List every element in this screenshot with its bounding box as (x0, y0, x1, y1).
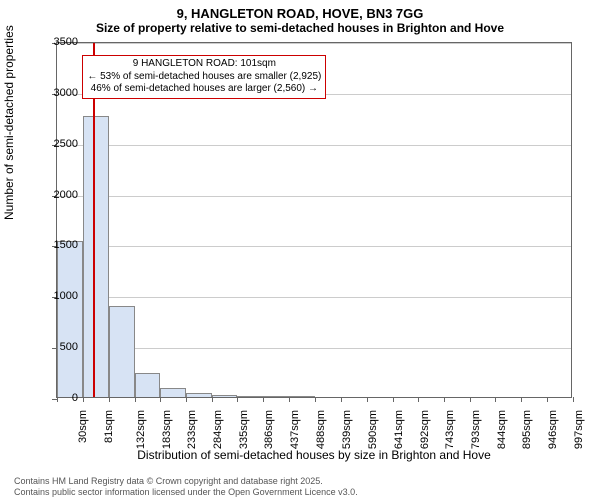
grid-line (57, 43, 571, 44)
y-tick-label: 3000 (38, 87, 78, 99)
footer: Contains HM Land Registry data © Crown c… (14, 476, 358, 498)
grid-line (57, 246, 571, 247)
x-tick-mark (237, 397, 238, 402)
y-tick-label: 1000 (38, 290, 78, 302)
x-tick-mark (109, 397, 110, 402)
plot-area: 9 HANGLETON ROAD: 101sqm← 53% of semi-de… (56, 42, 572, 398)
x-tick-label: 30sqm (77, 410, 89, 443)
histogram-bar (57, 241, 83, 397)
histogram-bar (109, 306, 135, 397)
title-line2: Size of property relative to semi-detach… (0, 21, 600, 35)
x-tick-mark (315, 397, 316, 402)
title-block: 9, HANGLETON ROAD, HOVE, BN3 7GG Size of… (0, 0, 600, 35)
x-tick-mark (470, 397, 471, 402)
x-tick-label: 692sqm (419, 410, 431, 449)
x-tick-mark (135, 397, 136, 402)
x-tick-mark (521, 397, 522, 402)
y-tick-label: 500 (38, 341, 78, 353)
x-tick-mark (289, 397, 290, 402)
footer-line2: Contains public sector information licen… (14, 487, 358, 498)
x-tick-label: 488sqm (315, 410, 327, 449)
x-tick-mark (367, 397, 368, 402)
histogram-bar (186, 393, 212, 397)
y-tick-label: 2500 (38, 138, 78, 150)
histogram-bar (135, 373, 160, 397)
x-tick-mark (263, 397, 264, 402)
x-tick-label: 539sqm (341, 410, 353, 449)
grid-line (57, 145, 571, 146)
x-tick-label: 997sqm (573, 410, 585, 449)
x-tick-label: 437sqm (289, 410, 301, 449)
grid-line (57, 297, 571, 298)
y-tick-label: 1500 (38, 239, 78, 251)
histogram-bar (263, 396, 289, 397)
x-tick-mark (444, 397, 445, 402)
plot-wrap: 9 HANGLETON ROAD: 101sqm← 53% of semi-de… (56, 42, 572, 398)
x-tick-mark (160, 397, 161, 402)
x-tick-label: 335sqm (238, 410, 250, 449)
y-axis-label: Number of semi-detached properties (2, 25, 16, 220)
x-tick-label: 386sqm (264, 410, 276, 449)
x-tick-mark (573, 397, 574, 402)
histogram-bar (237, 396, 263, 397)
histogram-bar (289, 396, 315, 397)
x-tick-label: 895sqm (522, 410, 534, 449)
x-tick-label: 946sqm (547, 410, 559, 449)
x-tick-label: 793sqm (470, 410, 482, 449)
x-tick-mark (393, 397, 394, 402)
histogram-bar (212, 395, 238, 397)
x-tick-label: 284sqm (212, 410, 224, 449)
chart-container: 9, HANGLETON ROAD, HOVE, BN3 7GG Size of… (0, 0, 600, 500)
x-tick-mark (212, 397, 213, 402)
x-tick-mark (341, 397, 342, 402)
x-tick-label: 641sqm (393, 410, 405, 449)
x-tick-label: 183sqm (161, 410, 173, 449)
x-tick-mark (547, 397, 548, 402)
x-tick-label: 743sqm (445, 410, 457, 449)
x-tick-mark (186, 397, 187, 402)
x-tick-label: 844sqm (496, 410, 508, 449)
histogram-bar (160, 388, 186, 397)
annotation-line2: ← 53% of semi-detached houses are smalle… (87, 71, 321, 84)
title-line1: 9, HANGLETON ROAD, HOVE, BN3 7GG (0, 6, 600, 21)
grid-line (57, 196, 571, 197)
y-tick-label: 2000 (38, 189, 78, 201)
x-tick-label: 233sqm (186, 410, 198, 449)
annotation-line1: 9 HANGLETON ROAD: 101sqm (87, 58, 321, 71)
x-tick-mark (495, 397, 496, 402)
y-tick-label: 0 (38, 392, 78, 404)
x-tick-label: 81sqm (103, 410, 115, 443)
histogram-bar (83, 116, 109, 397)
x-axis-label: Distribution of semi-detached houses by … (56, 448, 572, 462)
annotation-line3: 46% of semi-detached houses are larger (… (87, 83, 321, 96)
x-tick-label: 132sqm (135, 410, 147, 449)
x-tick-mark (418, 397, 419, 402)
footer-line1: Contains HM Land Registry data © Crown c… (14, 476, 358, 487)
annotation-box: 9 HANGLETON ROAD: 101sqm← 53% of semi-de… (82, 55, 326, 99)
x-tick-mark (83, 397, 84, 402)
x-tick-label: 590sqm (367, 410, 379, 449)
y-tick-label: 3500 (38, 36, 78, 48)
